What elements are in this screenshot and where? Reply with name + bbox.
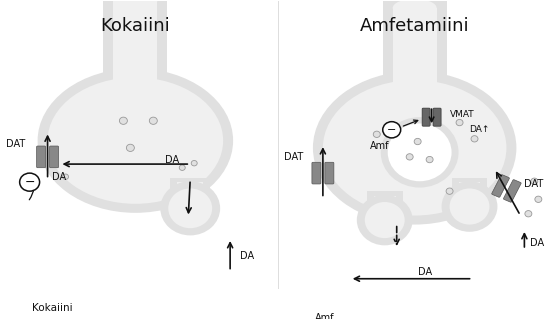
Circle shape xyxy=(62,174,69,179)
Circle shape xyxy=(414,138,421,145)
Circle shape xyxy=(373,131,380,137)
Ellipse shape xyxy=(384,92,446,143)
FancyBboxPatch shape xyxy=(50,146,58,168)
FancyBboxPatch shape xyxy=(504,180,521,202)
Text: DA↑: DA↑ xyxy=(470,125,490,134)
Bar xyxy=(383,0,447,130)
Circle shape xyxy=(406,154,413,160)
Text: DAT: DAT xyxy=(6,139,26,149)
Text: DAT: DAT xyxy=(524,179,544,189)
Circle shape xyxy=(471,136,478,142)
Circle shape xyxy=(160,181,220,235)
Ellipse shape xyxy=(105,88,166,136)
Bar xyxy=(170,178,210,191)
Circle shape xyxy=(449,189,490,225)
Bar xyxy=(452,178,487,191)
Circle shape xyxy=(426,156,433,163)
Circle shape xyxy=(365,202,405,238)
Text: Amf: Amf xyxy=(315,313,334,319)
FancyBboxPatch shape xyxy=(433,108,441,126)
Circle shape xyxy=(388,123,452,181)
Text: Amf: Amf xyxy=(370,141,389,151)
Bar xyxy=(114,1,157,112)
Circle shape xyxy=(383,122,400,138)
Circle shape xyxy=(357,195,413,245)
Bar xyxy=(374,196,395,206)
Circle shape xyxy=(19,173,40,191)
Ellipse shape xyxy=(393,0,437,17)
Ellipse shape xyxy=(313,71,516,225)
FancyBboxPatch shape xyxy=(492,175,510,197)
Circle shape xyxy=(381,117,458,188)
Ellipse shape xyxy=(114,0,157,10)
Circle shape xyxy=(446,188,453,194)
Bar xyxy=(458,182,481,193)
Text: DAT: DAT xyxy=(284,152,303,162)
Text: Kokaiini: Kokaiini xyxy=(100,17,170,35)
Circle shape xyxy=(119,117,128,124)
FancyBboxPatch shape xyxy=(422,108,430,126)
Text: Amfetamiini: Amfetamiini xyxy=(360,17,470,35)
Text: DA: DA xyxy=(240,251,254,261)
Bar xyxy=(178,182,203,193)
Circle shape xyxy=(179,165,185,170)
Text: −: − xyxy=(25,176,35,189)
Circle shape xyxy=(456,119,463,126)
Text: −: − xyxy=(387,125,397,135)
Bar xyxy=(104,0,167,124)
Circle shape xyxy=(126,144,134,152)
Circle shape xyxy=(316,291,324,297)
Ellipse shape xyxy=(38,68,233,213)
Circle shape xyxy=(525,211,532,217)
Ellipse shape xyxy=(104,0,167,3)
Bar xyxy=(367,191,403,205)
Circle shape xyxy=(531,178,538,184)
Ellipse shape xyxy=(47,78,223,204)
Text: DA: DA xyxy=(165,155,179,165)
Text: DA: DA xyxy=(530,238,545,248)
FancyBboxPatch shape xyxy=(325,162,334,184)
Circle shape xyxy=(149,117,157,124)
Bar xyxy=(393,8,437,117)
Ellipse shape xyxy=(323,80,506,216)
Text: Kokaiini: Kokaiini xyxy=(32,303,73,313)
FancyBboxPatch shape xyxy=(312,162,321,184)
Circle shape xyxy=(191,160,197,166)
Text: DA: DA xyxy=(52,172,66,182)
Ellipse shape xyxy=(383,0,447,10)
FancyBboxPatch shape xyxy=(37,146,46,168)
Text: VMAT: VMAT xyxy=(449,110,474,119)
Text: DA: DA xyxy=(418,267,432,278)
Circle shape xyxy=(168,189,212,228)
Circle shape xyxy=(535,196,542,203)
Circle shape xyxy=(442,181,497,232)
